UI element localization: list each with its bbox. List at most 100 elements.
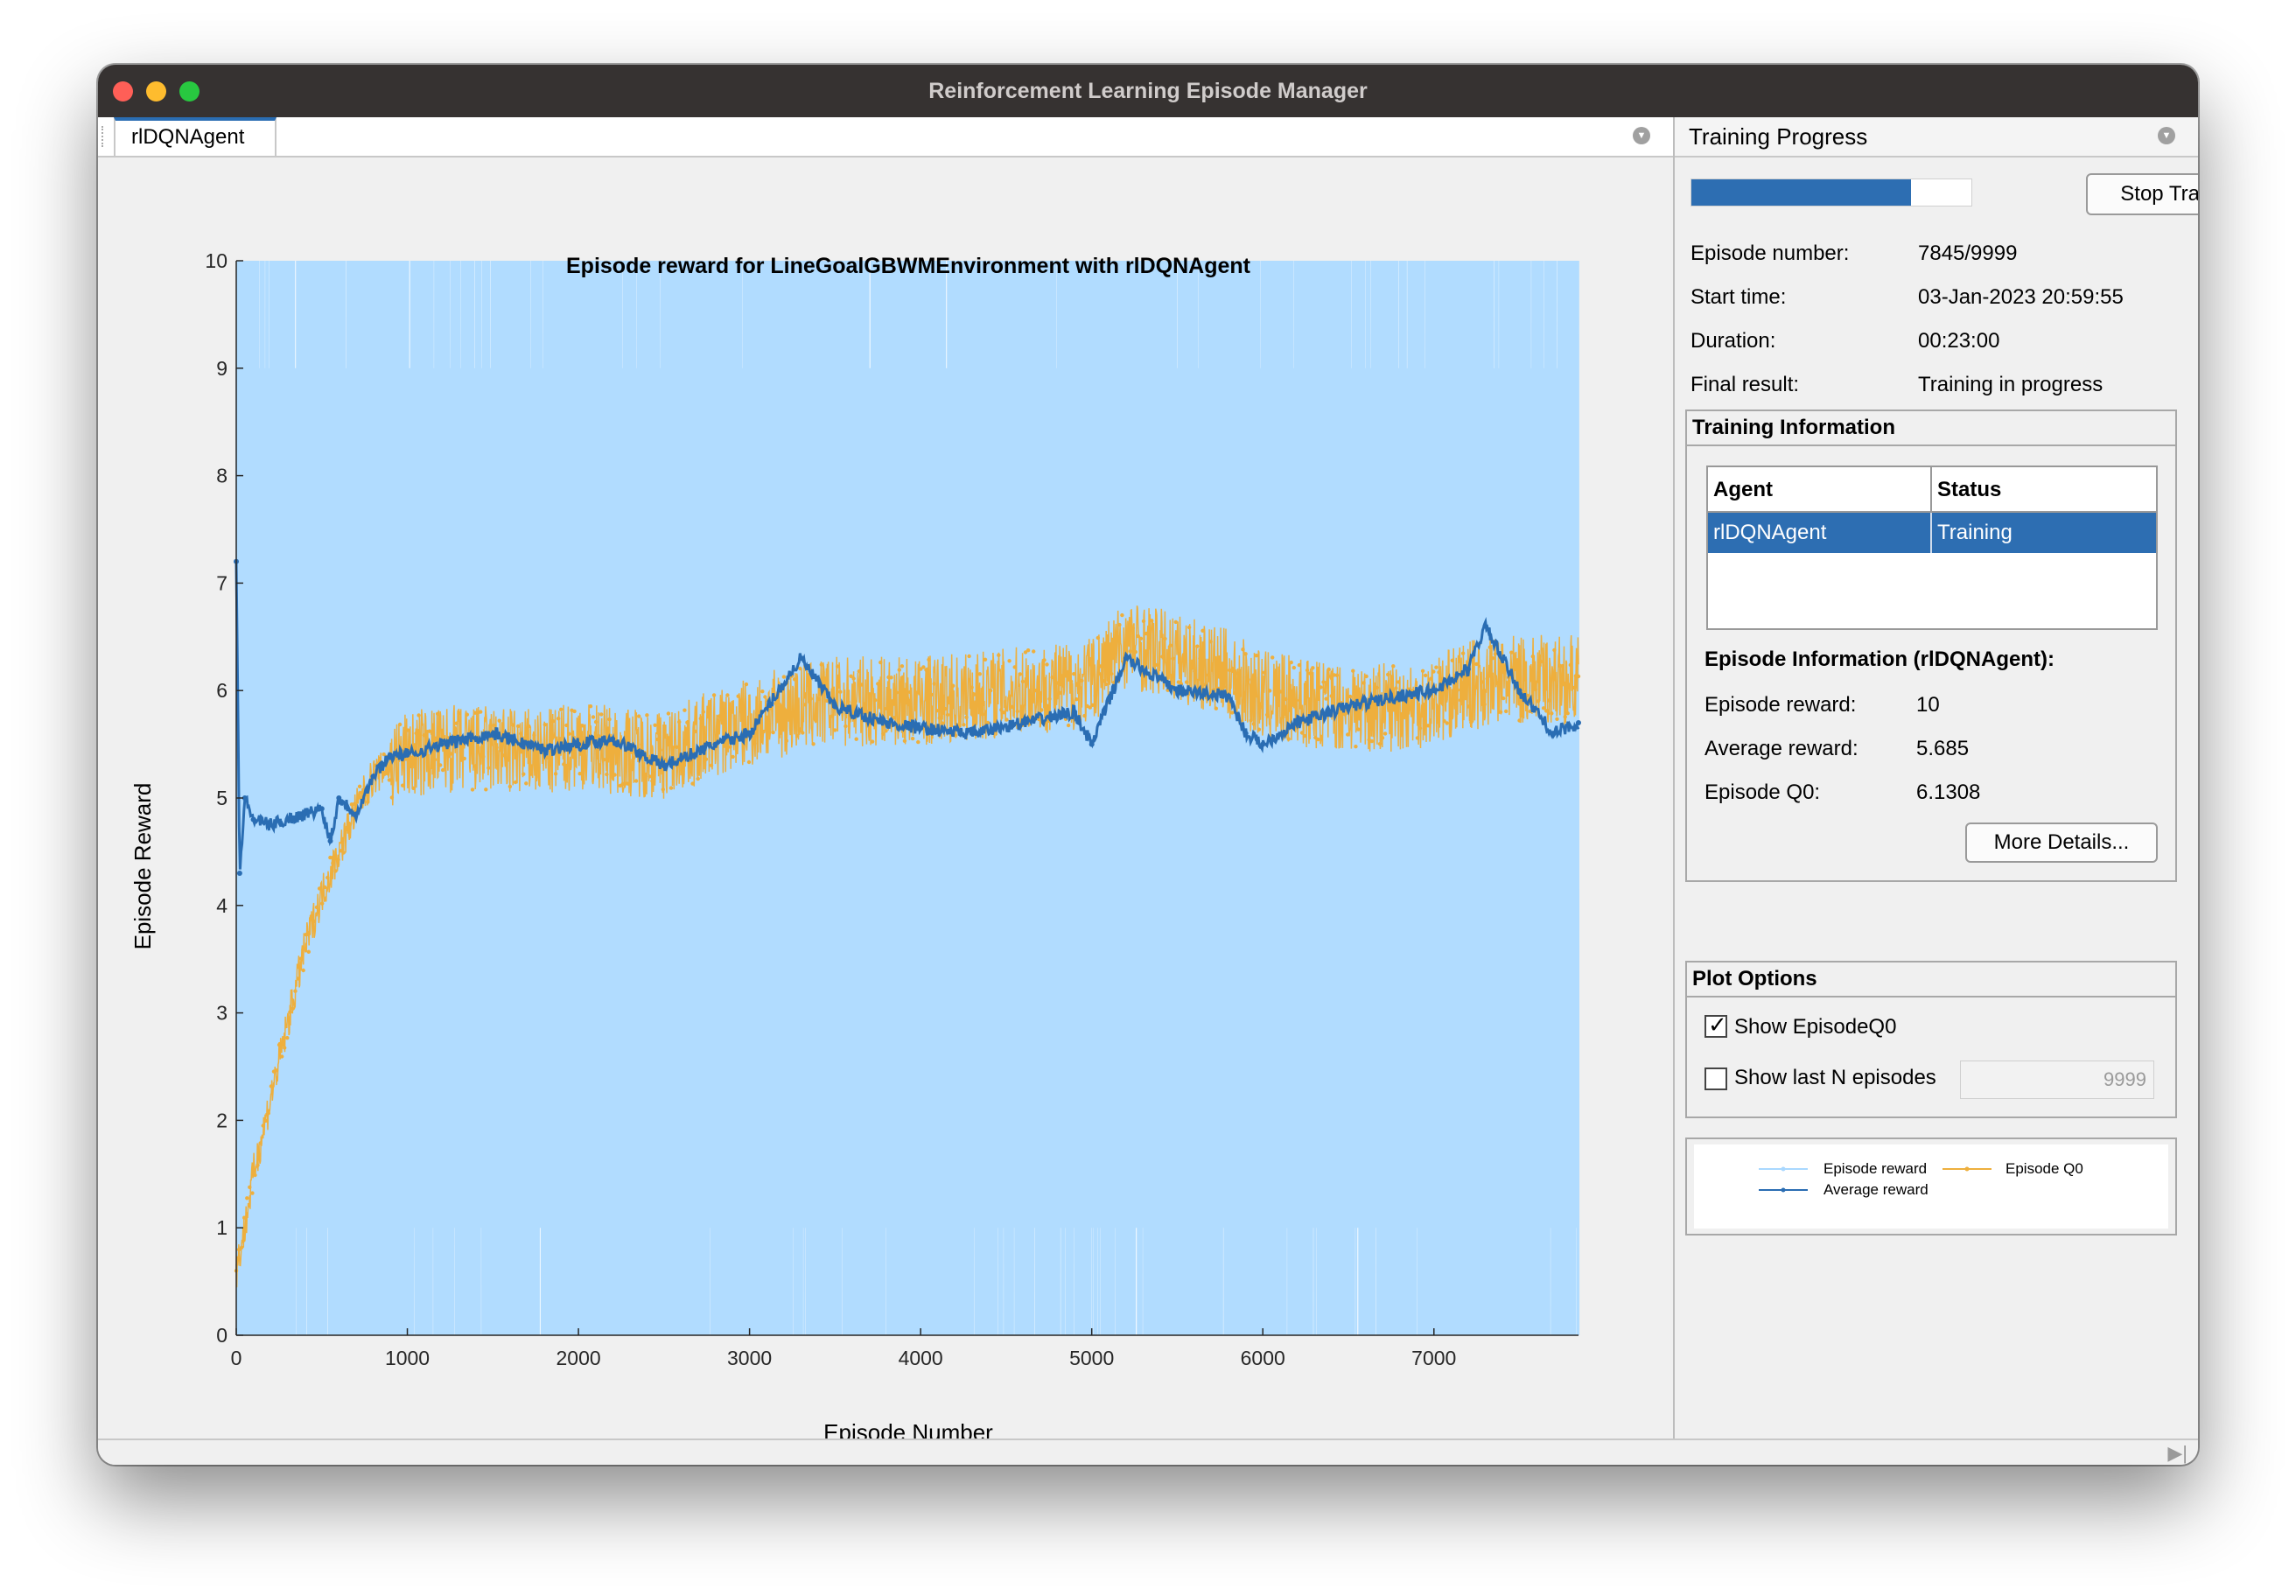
average-reward-point <box>1396 693 1403 699</box>
episode-q0-point <box>465 712 469 717</box>
episode-q0-point <box>640 742 644 746</box>
average-reward-point <box>1242 731 1249 737</box>
episode-q0-point <box>280 1054 284 1059</box>
final-result-value: Training in progress <box>1918 373 2104 396</box>
episode-q0-point <box>1563 715 1567 719</box>
episode-q0-point <box>738 710 743 714</box>
episode-q0-point <box>1018 672 1023 676</box>
show-last-n-episodes-checkbox[interactable] <box>1704 1068 1727 1090</box>
episode-q0-point <box>1432 669 1436 674</box>
episode-q0-point <box>1342 712 1348 717</box>
y-tick-label: 8 <box>216 465 228 487</box>
episode-q0-point <box>486 766 491 770</box>
average-reward-point <box>318 806 325 812</box>
episode-information-title: Episode Information (rlDQNAgent): <box>1704 648 2054 671</box>
episode-q0-point <box>479 710 483 714</box>
episode-q0-point <box>905 696 910 701</box>
episode-q0-point <box>427 729 432 733</box>
episode-q0-point <box>502 752 507 758</box>
episode-q0-point <box>1369 738 1375 744</box>
show-episodeq0-checkbox[interactable]: ✓ <box>1704 1012 1727 1038</box>
tab-grip-handle[interactable] <box>102 126 108 147</box>
episode-q0-point <box>1236 671 1240 676</box>
episode-q0-point <box>366 800 370 804</box>
close-window-button[interactable] <box>113 81 133 102</box>
episode-q0-point <box>1297 662 1302 668</box>
episode-q0-point <box>1270 655 1275 660</box>
episode-q0-point <box>1485 676 1489 681</box>
episode-q0-point <box>258 1141 262 1145</box>
episode-q0-point <box>1568 662 1573 668</box>
episode-q0-point <box>401 783 405 788</box>
episode-q0-point <box>333 869 338 873</box>
episode-q0-point <box>881 732 886 736</box>
episode-q0-point <box>1469 720 1474 724</box>
episode-q0-point <box>851 676 856 681</box>
episode-q0-point <box>1550 711 1554 716</box>
episode-q0-point <box>1002 710 1006 715</box>
episode-q0-point <box>870 739 875 744</box>
episode-q0-point <box>1155 662 1159 668</box>
episode-q0-point <box>945 712 950 718</box>
app-window: Reinforcement Learning Episode Manager r… <box>98 65 2198 1465</box>
episode-q0-point <box>1351 668 1355 673</box>
average-reward-value: 5.685 <box>1916 737 1970 760</box>
episode-q0-point <box>1023 650 1028 654</box>
agent-column-header[interactable]: Agent <box>1708 467 1932 513</box>
average-reward-point <box>576 741 582 747</box>
episode-q0-point <box>1305 668 1310 673</box>
episode-q0-point <box>266 1111 270 1116</box>
episode-q0-point <box>1294 698 1299 703</box>
maximize-window-button[interactable] <box>179 81 200 102</box>
episode-q0-point <box>648 774 652 779</box>
episode-q0-point <box>1066 723 1071 728</box>
x-tick-label: 2000 <box>556 1347 600 1369</box>
stop-training-button[interactable]: Stop Training <box>2086 173 2198 215</box>
episode-q0-point <box>591 715 596 719</box>
y-tick-label: 6 <box>216 679 228 702</box>
legend-episode-reward: Episode reward <box>1824 1160 1928 1177</box>
last-n-episodes-input[interactable] <box>1960 1060 2154 1099</box>
episode-q0-point <box>1391 664 1396 668</box>
episode-q0-point <box>1302 733 1307 738</box>
episode-q0-point <box>1423 673 1428 678</box>
episode-q0-point <box>250 1191 255 1195</box>
agent-status-table: Agent Status rlDQNAgent Training <box>1706 466 2158 630</box>
episode-q0-point <box>1311 666 1315 670</box>
episode-q0-point <box>725 693 730 697</box>
show-episodeq0-label: Show EpisodeQ0 <box>1734 1015 1897 1039</box>
minimize-window-button[interactable] <box>146 81 166 102</box>
tab-rldqnagent[interactable]: rlDQNAgent <box>114 117 276 156</box>
episode-q0-point <box>718 714 722 718</box>
average-reward-point <box>336 795 342 801</box>
episode-q0-point <box>1445 721 1449 725</box>
episode-q0-point <box>1050 675 1054 680</box>
episode-q0-point <box>341 850 346 855</box>
episode-q0-point <box>1254 654 1259 658</box>
y-tick-label: 10 <box>205 249 228 272</box>
episode-q0-point <box>1214 706 1219 710</box>
episode-q0-point <box>1171 656 1175 661</box>
episode-q0-point <box>792 677 797 682</box>
episode-q0-point <box>1208 640 1213 644</box>
episode-q0-point <box>1040 708 1044 712</box>
episode-q0-point <box>387 778 392 782</box>
episode-q0-point <box>1316 737 1320 742</box>
episode-q0-point <box>441 767 445 773</box>
episode-q0-point <box>515 724 521 729</box>
status-column-header[interactable]: Status <box>1932 467 2156 513</box>
episode-q0-point <box>346 821 352 826</box>
panel-splitter[interactable] <box>1673 117 1675 1465</box>
episode-q0-point <box>572 709 577 714</box>
tab-menu-chevron-icon[interactable]: ▼ <box>1633 127 1650 144</box>
episode-q0-point <box>1472 688 1476 693</box>
episode-q0-point <box>256 1163 260 1167</box>
episode-q0-point <box>556 717 561 721</box>
table-row[interactable]: rlDQNAgent Training <box>1708 513 2156 553</box>
panel-menu-chevron-icon[interactable]: ▼ <box>2158 127 2175 144</box>
skip-to-end-icon[interactable]: ▶| <box>2167 1442 2188 1464</box>
episode-q0-point <box>1450 658 1455 662</box>
more-details-button[interactable]: More Details... <box>1965 822 2158 863</box>
episode-q0-point <box>988 689 993 693</box>
episode-q0-point <box>1190 666 1194 670</box>
